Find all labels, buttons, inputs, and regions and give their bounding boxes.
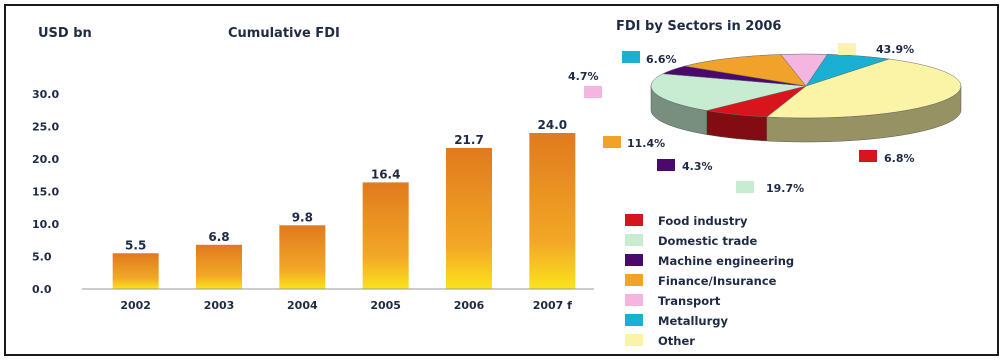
legend-swatch (625, 234, 643, 246)
x-tick-label: 2003 (204, 299, 235, 312)
x-tick-label: 2002 (120, 299, 151, 312)
bar (196, 244, 242, 289)
pie-slice (684, 54, 807, 87)
legend-label: Food industry (658, 214, 748, 228)
y-tick-label: 20.0 (32, 153, 59, 166)
legend-swatch (625, 314, 643, 326)
legend-label: Finance/Insurance (658, 274, 777, 288)
legend-swatch (625, 254, 643, 266)
pie-value-label: 19.7% (766, 182, 804, 195)
pie-slice (805, 54, 890, 87)
pie-callout-swatch (584, 86, 602, 98)
chart-canvas: USD bn Cumulative FDI FDI by Sectors in … (32, 19, 962, 348)
bar-value-label: 24.0 (538, 118, 568, 132)
y-tick-label: 25.0 (32, 121, 59, 134)
pie-value-label: 43.9% (876, 43, 914, 56)
x-tick-label: 2007 f (533, 299, 572, 312)
legend-label: Transport (658, 294, 721, 308)
pie-callout-swatch (603, 136, 621, 148)
y-axis-label: USD bn (38, 26, 92, 41)
pie-value-label: 6.8% (884, 152, 915, 165)
pie-slice (650, 73, 807, 111)
y-tick-label: 0.0 (32, 283, 52, 296)
legend-swatch (625, 214, 643, 226)
legend-label: Domestic trade (658, 234, 757, 248)
pie-value-label: 4.7% (568, 70, 599, 83)
legend-swatch (625, 334, 643, 346)
bar (279, 225, 326, 289)
bar-value-label: 21.7 (454, 133, 484, 147)
bar (362, 182, 409, 289)
legend-label: Other (658, 334, 695, 348)
x-tick-label: 2006 (454, 299, 485, 312)
y-tick-label: 15.0 (32, 186, 59, 199)
y-tick-label: 5.0 (32, 251, 52, 264)
legend-label: Machine engineering (658, 254, 794, 268)
legend-swatch (625, 294, 643, 306)
bar-value-label: 6.8 (208, 230, 229, 244)
y-tick-label: 30.0 (32, 88, 59, 101)
pie-value-label: 6.6% (646, 53, 677, 66)
pie-slice (766, 58, 962, 119)
pie-callout-swatch (736, 181, 754, 193)
pie-callout-swatch (622, 51, 640, 63)
bar-value-label: 16.4 (371, 167, 401, 181)
bar-value-label: 9.8 (292, 210, 313, 224)
legend-swatch (625, 274, 643, 286)
bar (112, 253, 159, 289)
x-tick-label: 2005 (370, 299, 401, 312)
pie-value-label: 11.4% (627, 137, 665, 150)
y-tick-label: 10.0 (32, 218, 59, 231)
bar (446, 147, 492, 289)
bar-chart-title: Cumulative FDI (228, 26, 340, 41)
chart-frame: USD bn Cumulative FDI FDI by Sectors in … (4, 4, 999, 356)
pie-callout-swatch (859, 150, 877, 162)
x-tick-label: 2004 (287, 299, 318, 312)
pie-chart-title: FDI by Sectors in 2006 (616, 19, 781, 34)
pie-callout-swatch (657, 159, 675, 171)
legend-label: Metallurgy (658, 314, 728, 328)
bar (529, 133, 576, 289)
bar-value-label: 5.5 (125, 238, 146, 252)
pie-callout-swatch (838, 43, 856, 55)
pie-value-label: 4.3% (682, 160, 713, 173)
